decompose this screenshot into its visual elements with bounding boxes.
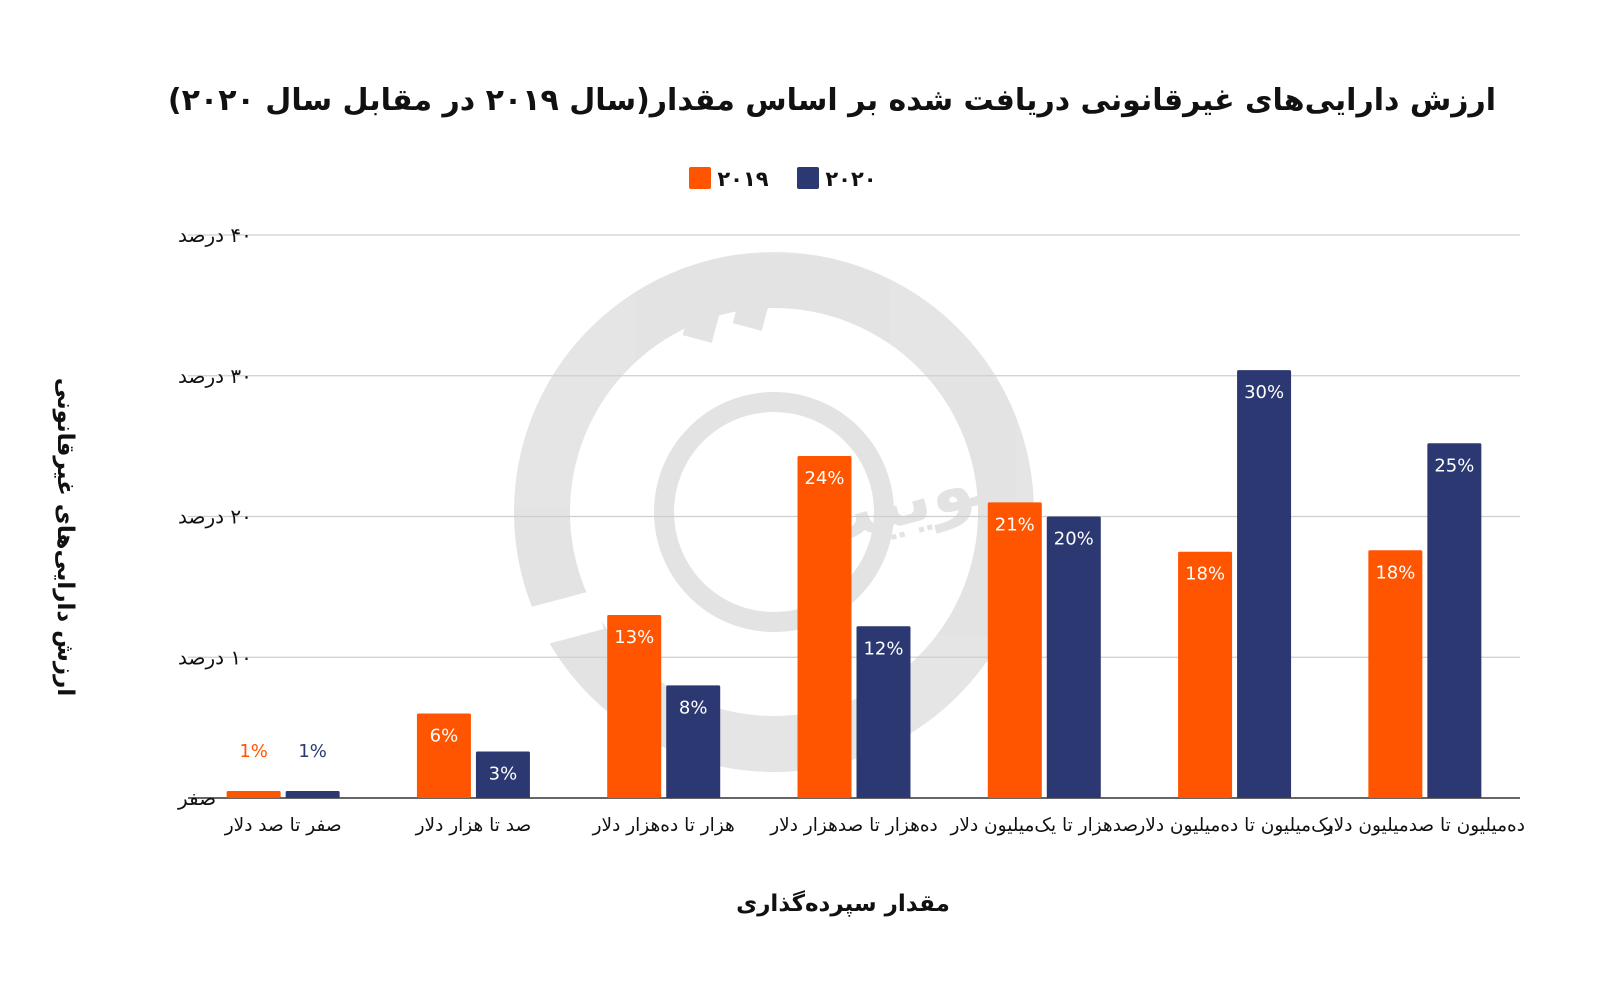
- watermark-logo: توییت: [514, 252, 1034, 772]
- data-label: 18%: [1185, 564, 1225, 585]
- bar: [475, 751, 530, 798]
- data-labels: 1% 6% 13% 24% 21% 18% 18% 1% 3% 8% 12% 20% 30% 25%: [239, 382, 1474, 784]
- bars: [226, 370, 1482, 798]
- x-tick-label: ده‌هزار تا صدهزار دلار: [769, 815, 938, 836]
- data-label: 13%: [614, 627, 654, 648]
- x-tick-label: هزار تا ده‌هزار دلار: [592, 815, 735, 836]
- chart-title: ارزش دارایی‌های غیرقانونی دریافت شده بر …: [168, 83, 1496, 118]
- legend-label-2020: ۲۰۲۰: [825, 167, 876, 191]
- legend-swatch-2020: [797, 167, 819, 189]
- x-axis-title: مقدار سپرده‌گذاری: [736, 890, 950, 917]
- y-tick-label: ۱۰ درصد: [178, 645, 252, 669]
- bar: [607, 615, 662, 798]
- bar: [987, 502, 1042, 798]
- y-tick-label: ۲۰ درصد: [178, 505, 252, 529]
- x-tick-label: یک‌میلیون تا ده‌میلیون دلار: [1135, 815, 1332, 836]
- legend-swatch-2019: [689, 167, 711, 189]
- gridlines: [188, 234, 1520, 799]
- bar: [1178, 551, 1233, 798]
- data-label: 24%: [804, 468, 844, 489]
- data-label: 1%: [239, 741, 268, 762]
- bar: [1368, 550, 1423, 798]
- y-tick-label: ۴۰ درصد: [178, 223, 252, 247]
- data-label: 12%: [863, 638, 903, 659]
- y-tick-label: ۳۰ درصد: [178, 364, 252, 388]
- legend-item-2019: ۲۰۱۹: [689, 167, 769, 191]
- data-label: 3%: [489, 764, 518, 785]
- bar: [856, 626, 911, 798]
- data-label: 25%: [1434, 455, 1474, 476]
- data-label: 20%: [1054, 529, 1094, 550]
- bar: [1237, 370, 1292, 798]
- data-label: 8%: [679, 697, 708, 718]
- y-tick-labels: صفر ۱۰ درصد ۲۰ درصد ۳۰ درصد ۴۰ درصد: [177, 223, 252, 810]
- bar: [226, 790, 281, 798]
- data-label: 21%: [995, 514, 1035, 535]
- bar: [1427, 443, 1482, 798]
- legend: ۲۰۲۰ ۲۰۱۹: [689, 167, 877, 191]
- data-label: 30%: [1244, 382, 1284, 403]
- y-tick-label: صفر: [177, 786, 216, 810]
- bar: [797, 455, 852, 798]
- legend-item-2020: ۲۰۲۰: [797, 167, 877, 191]
- legend-label-2019: ۲۰۱۹: [717, 167, 768, 191]
- bar: [666, 685, 721, 798]
- x-tick-label: صفر تا صد دلار: [224, 815, 342, 836]
- x-tick-label: صد تا هزار دلار: [415, 815, 532, 836]
- data-label: 18%: [1375, 562, 1415, 583]
- x-tick-labels: صفر تا صد دلار صد تا هزار دلار هزار تا ده‌…: [224, 815, 1525, 836]
- bar: [285, 790, 340, 798]
- x-tick-label: صدهزار تا یک‌میلیون دلار: [949, 815, 1138, 836]
- bar: [1046, 516, 1101, 798]
- data-label: 6%: [430, 726, 459, 747]
- y-axis-title: ارزش دارایی‌های غیرقانونی: [52, 378, 78, 697]
- bar: [416, 713, 471, 798]
- data-label: 1%: [298, 741, 327, 762]
- x-tick-label: ده‌میلیون تا صدمیلیون دلار: [1324, 815, 1525, 836]
